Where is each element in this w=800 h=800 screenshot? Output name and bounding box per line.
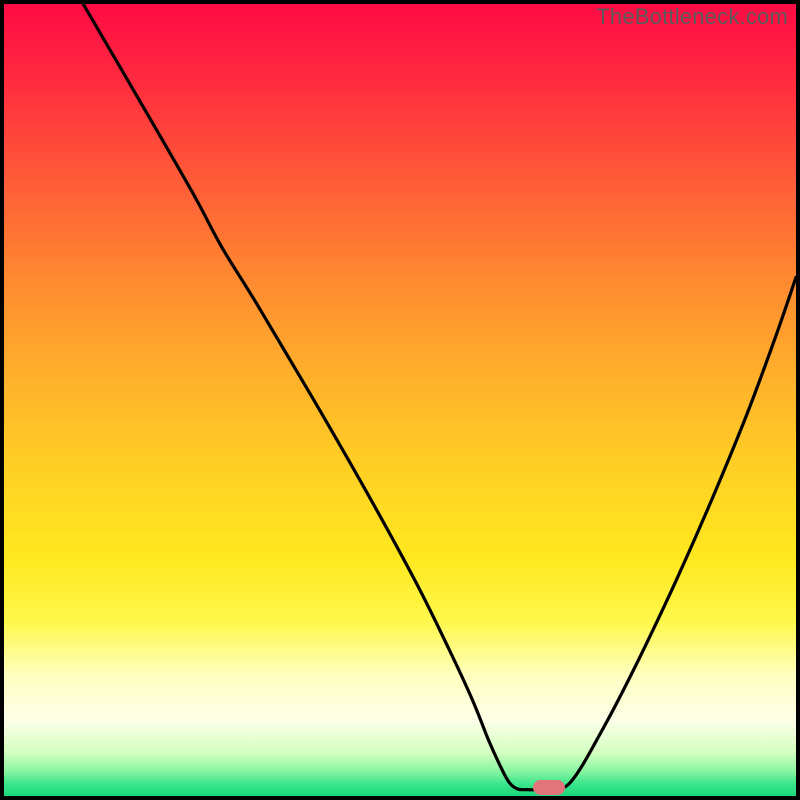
bottleneck-curve xyxy=(4,4,796,796)
optimal-marker xyxy=(533,780,565,795)
